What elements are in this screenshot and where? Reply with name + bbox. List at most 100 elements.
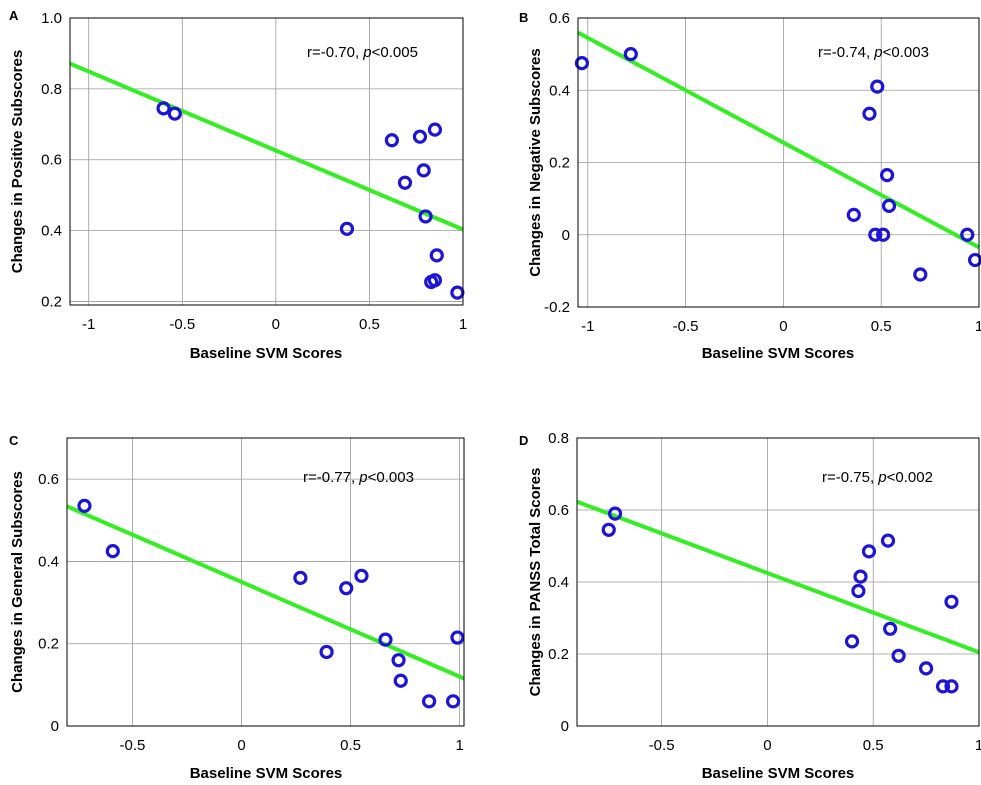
plot-frame (66, 437, 465, 727)
panel-letter: B (519, 10, 528, 25)
plot-frame (577, 17, 980, 308)
x-tick-label: 0 (779, 318, 787, 335)
y-tick-label: 0.8 (548, 430, 569, 447)
data-point (397, 175, 413, 190)
x-tick-label: 0.5 (340, 737, 361, 754)
data-point (574, 56, 590, 71)
x-tick-label: 0.5 (871, 318, 892, 335)
data-point (883, 621, 898, 636)
x-tick-label: 0 (272, 316, 280, 333)
y-axis-label: Changes in Positive Subscores (9, 50, 26, 273)
data-point (391, 653, 406, 668)
x-tick-label: 0.5 (863, 737, 884, 754)
data-point (427, 273, 443, 288)
correlation-annotation: r=-0.70, p<0.005 (307, 44, 418, 61)
x-tick-label: -0.5 (649, 737, 675, 754)
y-tick-label: 0.4 (549, 82, 570, 99)
data-point (879, 168, 895, 183)
x-tick-label: -1 (82, 316, 95, 333)
correlation-annotation: r=-0.75, p<0.002 (822, 469, 933, 486)
data-point (919, 661, 934, 676)
data-point (450, 630, 465, 645)
data-point (378, 632, 393, 647)
x-axis-label: Baseline SVM Scores (190, 345, 343, 362)
y-tick-label: 0 (51, 718, 59, 735)
y-tick-label: 0.4 (41, 223, 62, 240)
y-tick-label: 0.4 (548, 574, 569, 591)
y-tick-label: 0.6 (549, 10, 570, 27)
x-tick-label: 1 (459, 316, 467, 333)
x-axis-label: Baseline SVM Scores (702, 345, 855, 362)
data-point (167, 106, 182, 121)
x-tick-label: -1 (581, 318, 594, 335)
y-tick-label: 0.2 (548, 646, 569, 663)
panel-letter: C (9, 433, 19, 448)
y-tick-label: 0.2 (38, 636, 59, 653)
data-point (868, 227, 883, 242)
data-point (623, 47, 638, 62)
x-tick-label: -0.5 (673, 318, 699, 335)
y-axis-label: Changes in General Subscores (9, 471, 26, 693)
y-tick-label: 0.6 (548, 502, 569, 519)
y-axis-label: Changes in Negative Subscores (527, 48, 544, 276)
data-point (881, 198, 897, 213)
y-tick-label: 0.2 (41, 293, 62, 310)
data-point (354, 568, 369, 583)
data-point (393, 673, 408, 688)
x-tick-label: -0.5 (120, 737, 146, 754)
data-point (418, 209, 433, 224)
x-tick-label: 0.5 (359, 316, 380, 333)
data-point (891, 648, 906, 663)
data-point (77, 498, 92, 513)
y-tick-label: 0 (561, 718, 569, 735)
data-point (416, 163, 431, 178)
data-point (846, 207, 861, 222)
y-tick-label: 0 (562, 227, 570, 244)
plot-frame (69, 17, 464, 306)
y-tick-label: -0.2 (544, 299, 570, 316)
y-tick-label: 0.2 (549, 155, 570, 172)
y-tick-label: 0.6 (41, 152, 62, 169)
x-tick-label: 1 (455, 737, 463, 754)
regression-line (69, 61, 464, 232)
data-point (876, 227, 891, 242)
data-point (870, 79, 885, 94)
panel-b: -1 -0.5 0 0.5 1 -0.2 0 0.2 0.4 0.6 Baseline SVM Sc… (519, 10, 981, 362)
data-point (607, 506, 623, 521)
y-axis-label: Changes in PANSS Total Scores (527, 468, 544, 697)
data-point (853, 569, 868, 584)
x-tick-label: 0 (237, 737, 245, 754)
correlation-annotation: r=-0.74, p<0.003 (818, 44, 929, 61)
x-axis-label: Baseline SVM Scores (702, 765, 855, 782)
data-point (429, 248, 444, 263)
data-point (293, 570, 308, 585)
panel-a: -1 -0.5 0 0.5 1 0.2 0.4 0.6 0.8 1.0 Baseline SVM S… (9, 8, 467, 362)
data-point (384, 133, 399, 148)
y-tick-label: 1.0 (41, 10, 62, 27)
data-point (880, 533, 896, 548)
panel-d: -0.5 0 0.5 1 0 0.2 0.4 0.6 0.8 Baseline SVM Score… (519, 430, 981, 782)
x-tick-label: -0.5 (169, 316, 195, 333)
y-tick-label: 0.8 (41, 81, 62, 98)
regression-line (66, 504, 465, 681)
panel-letter: A (9, 8, 19, 23)
panel-letter: D (519, 433, 528, 448)
data-point (339, 581, 354, 596)
data-point (445, 694, 461, 709)
data-point (960, 227, 975, 242)
data-point (412, 129, 428, 144)
data-point (421, 694, 437, 709)
y-tick-label: 0.4 (38, 553, 59, 570)
panel-c: -0.5 0 0.5 1 0 0.2 0.4 0.6 Baseline SVM Scores Ch… (9, 433, 465, 782)
correlation-annotation: r=-0.77, p<0.003 (303, 469, 414, 486)
plot-frame (576, 437, 980, 727)
x-axis-label: Baseline SVM Scores (190, 765, 343, 782)
regression-line (576, 499, 980, 655)
data-point (862, 106, 877, 121)
data-point (851, 583, 866, 599)
data-point (427, 122, 443, 137)
x-tick-label: 1 (975, 318, 981, 335)
data-point (844, 634, 860, 649)
data-point (319, 644, 334, 660)
